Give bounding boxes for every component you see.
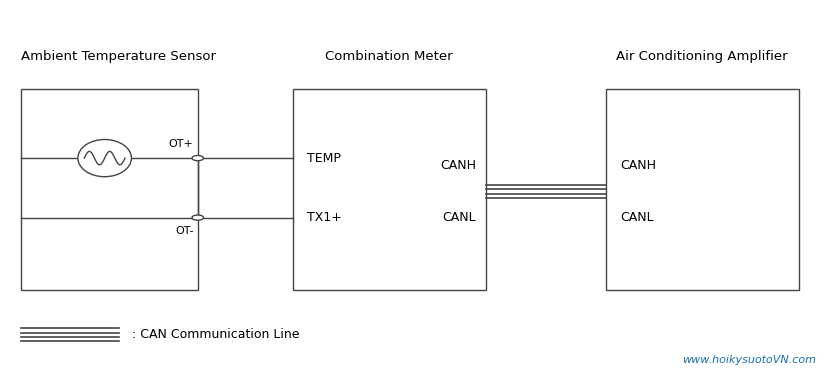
Circle shape [192, 155, 204, 161]
Bar [21, 89, 198, 290]
Text: CANH: CANH [440, 159, 476, 172]
Bar [606, 89, 799, 290]
Text: www.hoikysuotoVN.com: www.hoikysuotoVN.com [681, 355, 816, 365]
Text: : CAN Communication Line: : CAN Communication Line [132, 328, 299, 341]
Text: OT-: OT- [176, 226, 194, 236]
Text: TX1+: TX1+ [307, 211, 342, 224]
Text: CANL: CANL [442, 211, 476, 224]
Text: Air Conditioning Amplifier: Air Conditioning Amplifier [616, 50, 788, 63]
Ellipse shape [77, 140, 131, 177]
Text: CANH: CANH [620, 159, 657, 172]
Text: OT+: OT+ [169, 139, 194, 149]
Circle shape [192, 215, 204, 220]
Text: CANL: CANL [620, 211, 654, 224]
Text: Combination Meter: Combination Meter [325, 50, 452, 63]
Text: Ambient Temperature Sensor: Ambient Temperature Sensor [21, 50, 216, 63]
Bar [293, 89, 486, 290]
Text: TEMP: TEMP [307, 152, 341, 164]
